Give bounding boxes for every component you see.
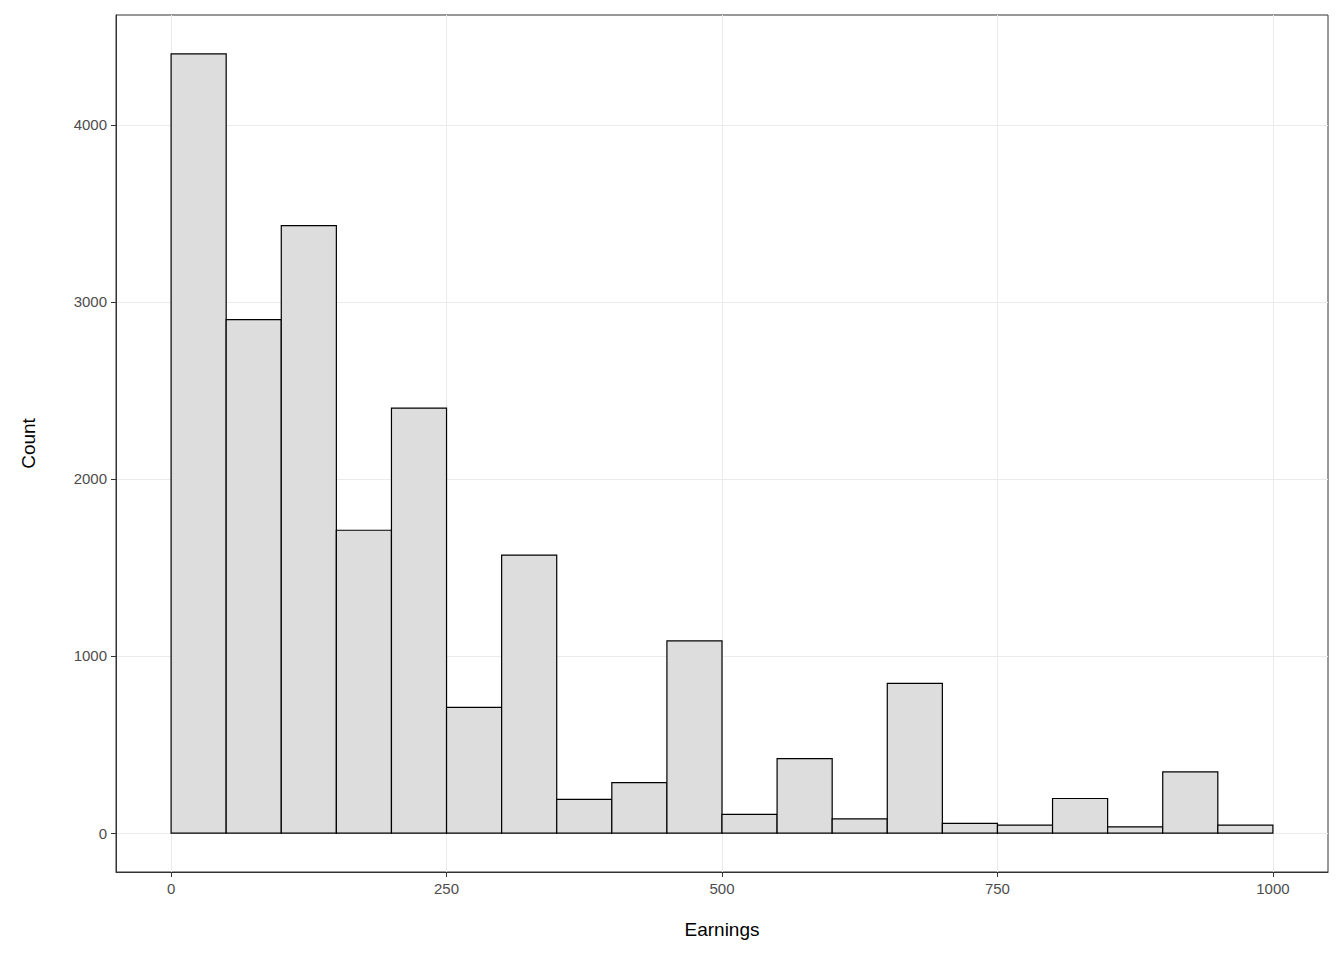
svg-text:Count: Count bbox=[18, 417, 39, 468]
svg-text:3000: 3000 bbox=[74, 293, 107, 310]
svg-text:250: 250 bbox=[434, 880, 459, 897]
svg-text:0: 0 bbox=[167, 880, 175, 897]
svg-text:750: 750 bbox=[985, 880, 1010, 897]
svg-text:1000: 1000 bbox=[1256, 880, 1289, 897]
svg-text:500: 500 bbox=[709, 880, 734, 897]
svg-text:0: 0 bbox=[99, 825, 107, 842]
svg-text:1000: 1000 bbox=[74, 647, 107, 664]
svg-text:2000: 2000 bbox=[74, 470, 107, 487]
svg-text:4000: 4000 bbox=[74, 116, 107, 133]
svg-text:Earnings: Earnings bbox=[685, 919, 760, 940]
